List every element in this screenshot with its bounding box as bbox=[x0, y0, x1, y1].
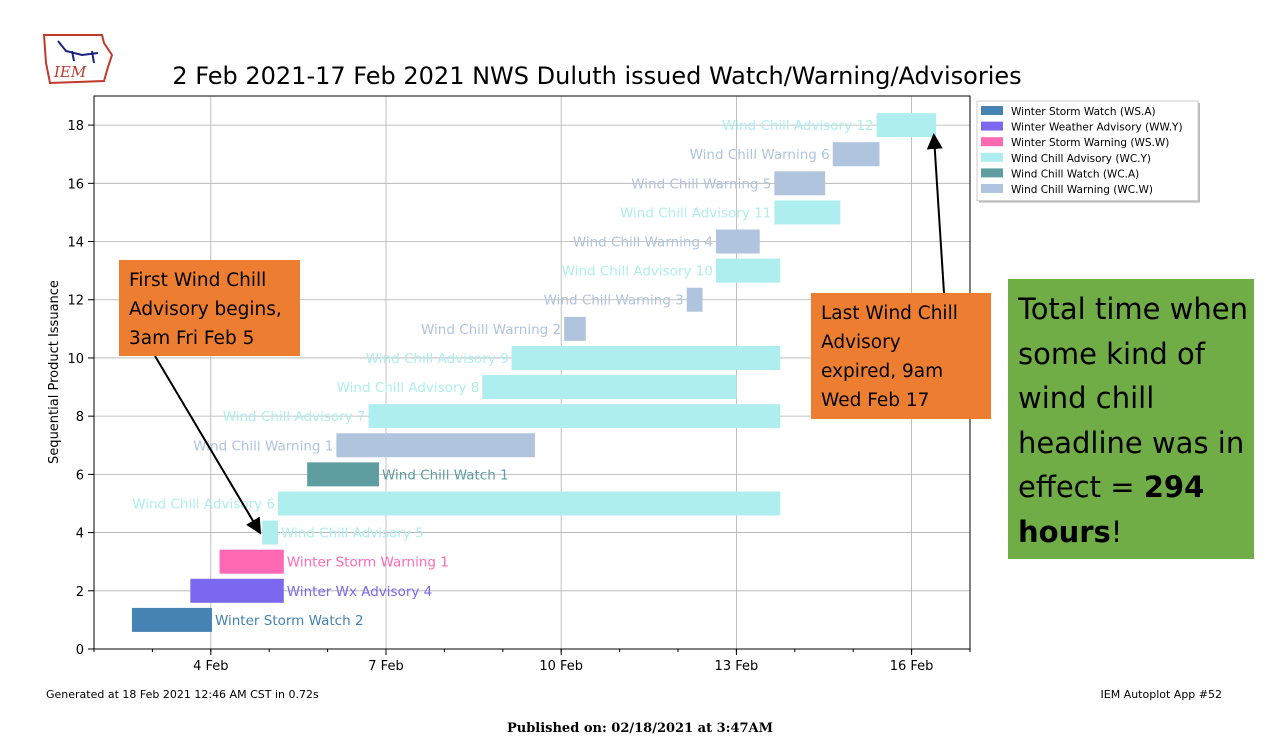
total-text: Total time when some kind of wind chill … bbox=[1018, 292, 1249, 504]
iem-logo: IEM bbox=[42, 34, 114, 85]
legend-entry: Winter Weather Advisory (WW.Y) bbox=[1011, 122, 1183, 134]
event-label: Wind Chill Advisory 9 bbox=[366, 351, 509, 367]
y-axis-label: Sequential Product Issuance bbox=[47, 280, 62, 464]
event-label: Wind Chill Advisory 8 bbox=[337, 380, 480, 396]
event-label: Winter Storm Warning 1 bbox=[287, 555, 449, 571]
last-advisory-arrow bbox=[926, 133, 945, 294]
legend-swatch bbox=[981, 168, 1003, 178]
event-bar bbox=[511, 345, 781, 370]
event-bar bbox=[482, 375, 737, 400]
event-label: Wind Chill Advisory 7 bbox=[223, 409, 366, 425]
published-note: Published on: 02/18/2021 at 3:47AM bbox=[506, 721, 774, 736]
total-suffix: ! bbox=[1110, 514, 1123, 549]
first-advisory-callout: First Wind Chill Advisory begins, 3am Fr… bbox=[119, 260, 300, 356]
app-credit: IEM Autoplot App #52 bbox=[1100, 688, 1223, 701]
event-label: Wind Chill Advisory 12 bbox=[722, 118, 873, 134]
generated-note: Generated at 18 Feb 2021 12:46 AM CST in… bbox=[46, 688, 319, 701]
x-tick-label: 10 Feb bbox=[539, 659, 583, 674]
y-tick-label: 18 bbox=[67, 119, 84, 134]
event-bar bbox=[277, 491, 781, 516]
annotation-arrows bbox=[154, 133, 945, 535]
event-bar bbox=[368, 404, 781, 429]
event-label: Wind Chill Warning 5 bbox=[631, 176, 771, 192]
chart-title: 2 Feb 2021-17 Feb 2021 NWS Duluth issued… bbox=[172, 62, 1021, 90]
legend: Winter Storm Watch (WS.A) Winter Weather … bbox=[976, 100, 1200, 203]
event-label: Wind Chill Warning 2 bbox=[421, 322, 561, 338]
x-tick-label: 16 Feb bbox=[890, 659, 934, 674]
event-bar bbox=[715, 258, 781, 283]
event-label: Wind Chill Warning 1 bbox=[193, 438, 333, 454]
total-hours: 294 hours bbox=[1018, 470, 1205, 549]
axes-layer: 4 Feb 7 Feb 10 Feb 13 Feb 16 Feb 0 2 4 6 8 10 12 14 1… bbox=[67, 95, 971, 674]
y-tick-label: 2 bbox=[76, 585, 84, 600]
event-bar bbox=[774, 200, 841, 225]
event-bar bbox=[876, 113, 937, 138]
event-label: Wind Chill Advisory 5 bbox=[281, 526, 424, 542]
total-time-callout: Total time when some kind of wind chill … bbox=[1008, 279, 1254, 559]
event-label: Winter Wx Advisory 4 bbox=[287, 584, 432, 600]
y-tick-label: 14 bbox=[67, 236, 84, 251]
y-tick-label: 6 bbox=[76, 468, 84, 483]
event-bar bbox=[262, 520, 278, 545]
legend-entry: Winter Storm Warning (WS.W) bbox=[1011, 137, 1169, 149]
svg-text:IEM: IEM bbox=[53, 63, 87, 81]
event-label: Wind Chill Warning 3 bbox=[544, 293, 684, 309]
event-bar bbox=[131, 607, 212, 632]
event-label: Winter Storm Watch 2 bbox=[215, 613, 364, 629]
event-bar bbox=[564, 316, 586, 341]
legend-swatch bbox=[981, 152, 1003, 162]
y-tick-label: 0 bbox=[76, 643, 84, 658]
event-label: Wind Chill Watch 1 bbox=[382, 467, 509, 483]
legend-swatch bbox=[981, 121, 1003, 131]
event-bar bbox=[774, 171, 826, 196]
event-bar bbox=[686, 287, 703, 312]
event-label: Wind Chill Advisory 6 bbox=[132, 496, 275, 512]
x-tick-label: 4 Feb bbox=[193, 659, 228, 674]
legend-swatch bbox=[981, 184, 1003, 193]
bars-layer bbox=[131, 113, 937, 632]
legend-box bbox=[976, 100, 1199, 202]
legend-entry: Wind Chill Warning (WC.W) bbox=[1011, 184, 1153, 196]
event-bar bbox=[832, 142, 880, 167]
event-label: Wind Chill Warning 4 bbox=[573, 235, 713, 251]
y-tick-label: 10 bbox=[67, 352, 84, 367]
event-bar bbox=[307, 462, 379, 487]
legend-swatch bbox=[981, 137, 1003, 147]
event-label: Wind Chill Warning 6 bbox=[690, 147, 830, 163]
legend-swatch bbox=[981, 106, 1003, 115]
first-advisory-arrow bbox=[154, 355, 262, 535]
event-bar bbox=[336, 433, 535, 458]
event-bar bbox=[219, 549, 284, 574]
event-bar bbox=[190, 578, 284, 603]
y-tick-label: 12 bbox=[67, 294, 84, 309]
event-bar bbox=[715, 229, 760, 254]
legend-entry: Winter Storm Watch (WS.A) bbox=[1011, 106, 1156, 118]
x-tick-label: 7 Feb bbox=[368, 659, 403, 674]
x-tick-label: 13 Feb bbox=[715, 659, 759, 674]
last-advisory-callout: Last Wind Chill Advisory expired, 9am We… bbox=[811, 293, 991, 419]
event-label: Wind Chill Advisory 11 bbox=[620, 205, 771, 221]
event-label: Wind Chill Advisory 10 bbox=[562, 264, 713, 280]
legend-entry: Wind Chill Advisory (WC.Y) bbox=[1011, 153, 1151, 165]
legend-entry: Wind Chill Watch (WC.A) bbox=[1011, 168, 1139, 180]
y-tick-label: 4 bbox=[76, 527, 84, 542]
labels-layer: Winter Storm Watch 2 Winter Wx Advisory 4… bbox=[132, 118, 873, 629]
y-tick-label: 16 bbox=[67, 177, 84, 192]
y-tick-label: 8 bbox=[76, 410, 84, 425]
